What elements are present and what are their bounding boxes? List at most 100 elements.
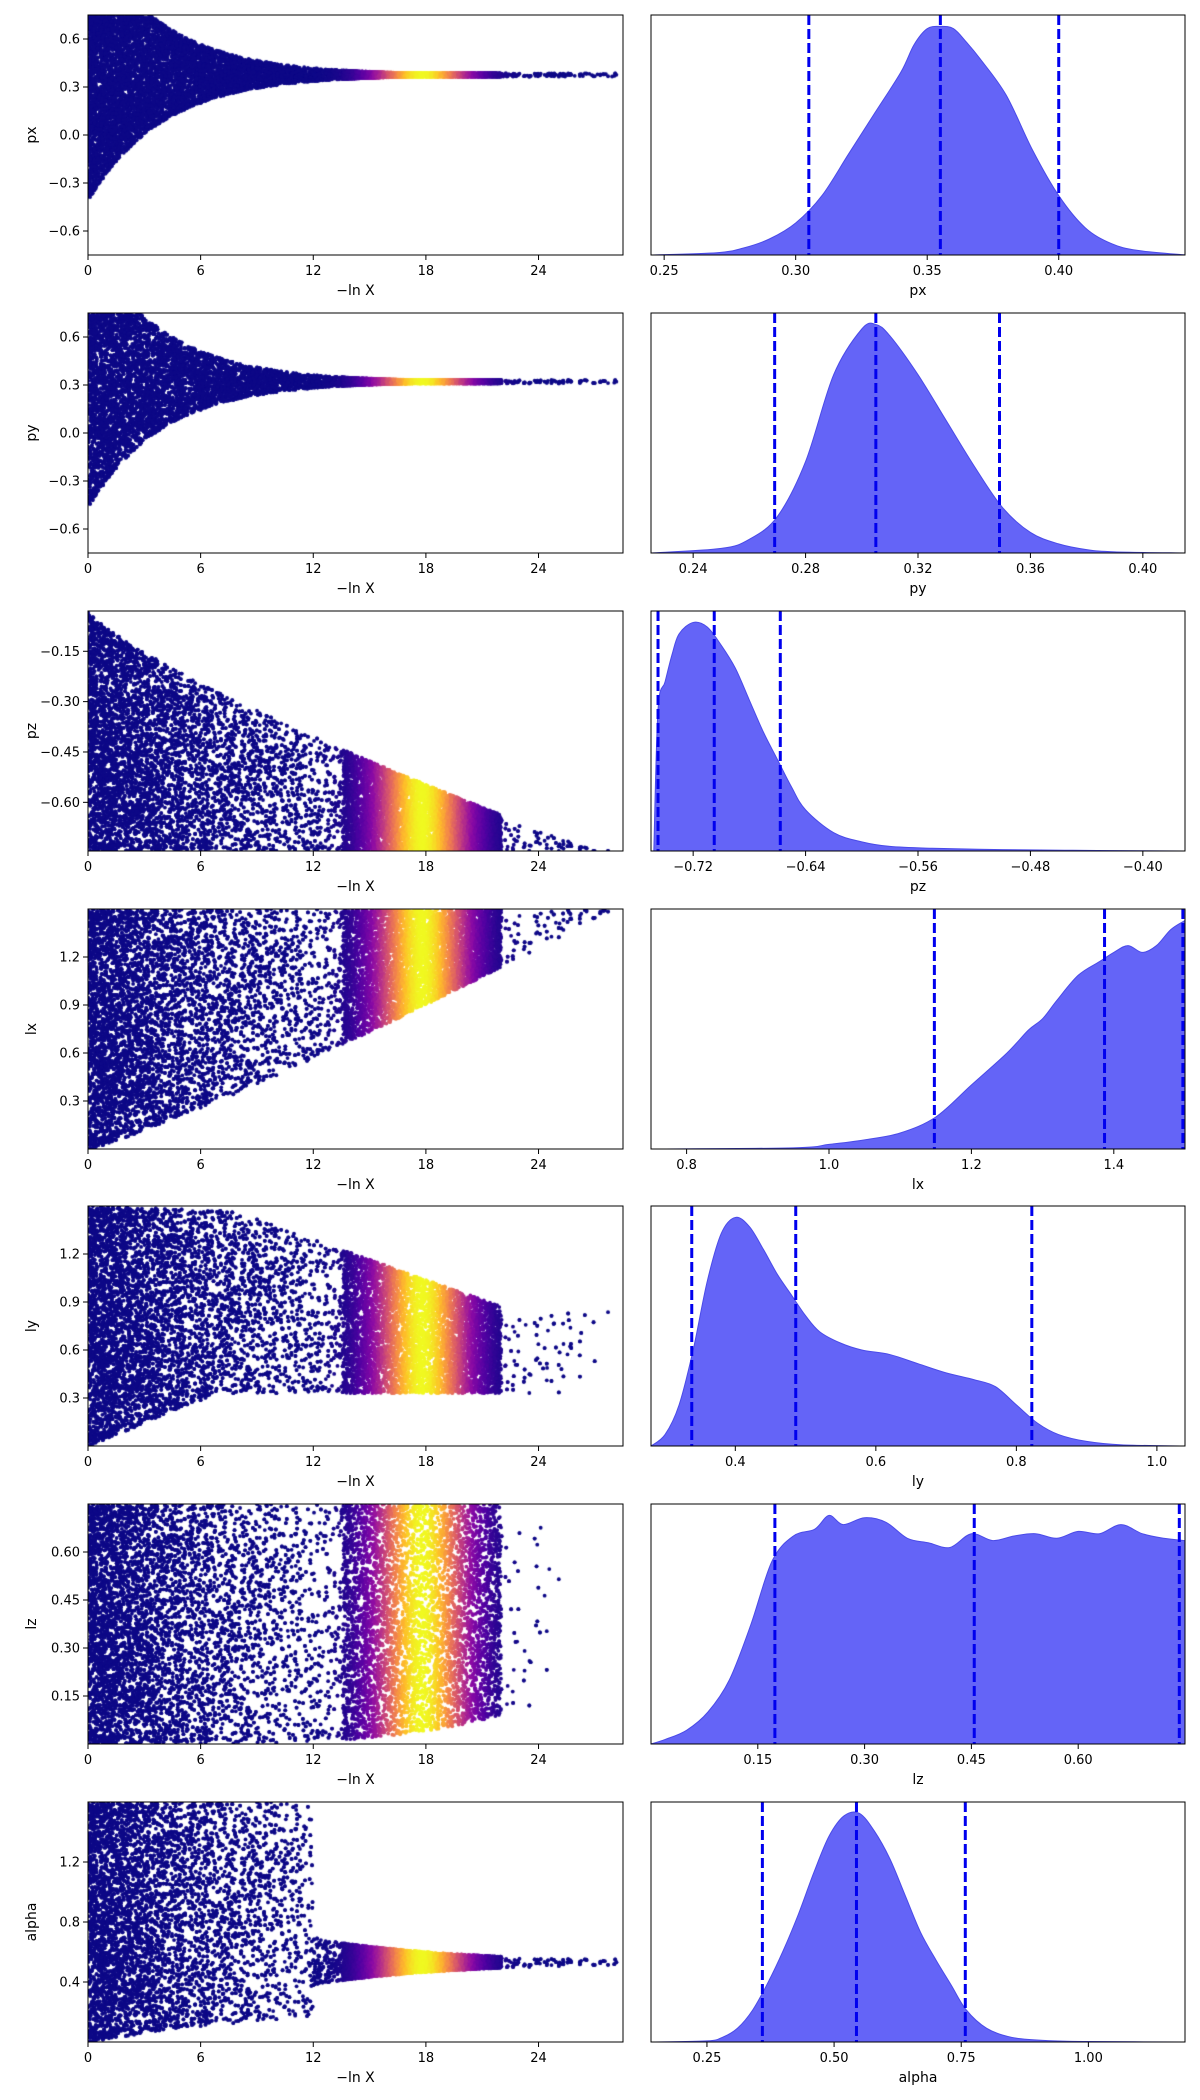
y-tick-label: −0.3 (48, 475, 80, 490)
x-tick-label: 12 (305, 2051, 322, 2066)
x-axis-label: py (909, 581, 926, 597)
y-tick-label: 0.0 (59, 427, 80, 442)
trace-panel-py: 0 6 12 18 24 −0.6 −0.3 0.0 0.3 0.6 −ln X py (24, 312, 624, 597)
x-tick-label: 1.4 (1103, 1158, 1124, 1173)
x-tick-label: 1.2 (961, 1158, 982, 1173)
x-tick-label: 0.40 (1128, 562, 1157, 577)
x-axis-label: −ln X (336, 283, 375, 299)
marginal-panel-pz: −0.72 −0.64 −0.56 −0.48 −0.40 pz (650, 610, 1186, 895)
y-tick-label: −0.3 (48, 177, 80, 192)
x-tick-label: 24 (530, 562, 547, 577)
x-axis-label: lz (912, 1772, 923, 1788)
y-tick-label: −0.45 (40, 745, 80, 760)
x-tick-label: 0.8 (676, 1158, 697, 1173)
trace-frame (87, 908, 624, 1150)
x-tick-label: 0.75 (947, 2051, 976, 2066)
x-tick-label: 0 (84, 1158, 92, 1173)
y-tick-label: 0.6 (59, 1344, 80, 1359)
x-tick-label: 0.32 (904, 562, 933, 577)
y-tick-label: 0.9 (59, 1296, 80, 1311)
x-tick-label: 18 (418, 562, 435, 577)
x-tick-label: 0.28 (791, 562, 820, 577)
x-tick-label: 12 (305, 264, 322, 279)
x-tick-label: 0.15 (743, 1753, 772, 1768)
trace-points-lz (88, 1504, 623, 1744)
trace-points-lx (88, 909, 623, 1149)
y-tick-label: −0.15 (40, 645, 80, 660)
trace-points-py (88, 313, 623, 553)
x-tick-label: 0.30 (850, 1753, 879, 1768)
trace-points-alpha (88, 1802, 623, 2042)
y-tick-label: 0.6 (59, 331, 80, 346)
x-tick-label: 0.24 (679, 562, 708, 577)
x-tick-label: 24 (530, 264, 547, 279)
x-tick-label: 6 (196, 860, 204, 875)
trace-frame (87, 1503, 624, 1745)
x-tick-label: 0 (84, 860, 92, 875)
x-tick-label: 0.35 (913, 264, 942, 279)
x-tick-label: 18 (418, 1753, 435, 1768)
trace-points-pz (88, 611, 623, 851)
marginal-frame (650, 1205, 1186, 1447)
x-axis-label: −ln X (336, 2070, 375, 2086)
marginal-panel-alpha: 0.25 0.50 0.75 1.00 alpha (650, 1801, 1186, 2086)
x-tick-label: 6 (196, 1753, 204, 1768)
x-tick-label: 24 (530, 860, 547, 875)
x-tick-label: 0.30 (781, 264, 810, 279)
x-tick-label: −0.48 (1010, 860, 1050, 875)
y-axis-label: py (24, 424, 40, 441)
x-tick-label: 24 (530, 1753, 547, 1768)
y-tick-label: −0.30 (40, 695, 80, 710)
marginal-frame (650, 14, 1186, 256)
x-tick-label: 0 (84, 2051, 92, 2066)
x-tick-label: −0.64 (786, 860, 826, 875)
x-tick-label: −0.72 (673, 860, 713, 875)
density-area-py (651, 322, 1185, 553)
x-axis-label: alpha (899, 2070, 938, 2086)
y-tick-label: 1.2 (59, 1248, 80, 1263)
trace-frame (87, 1205, 624, 1447)
x-tick-label: 1.00 (1074, 2051, 1103, 2066)
y-tick-label: 0.6 (59, 33, 80, 48)
y-tick-label: 0.15 (51, 1690, 80, 1705)
x-tick-label: 6 (196, 562, 204, 577)
y-axis-label: pz (24, 723, 40, 739)
x-axis-label: −ln X (336, 1177, 375, 1193)
x-tick-label: 6 (196, 1455, 204, 1470)
x-tick-label: 1.0 (819, 1158, 840, 1173)
trace-panel-lz: 0 6 12 18 24 0.15 0.30 0.45 0.60 −ln X lz (24, 1503, 624, 1788)
y-tick-label: 0.45 (51, 1594, 80, 1609)
x-tick-label: 0.25 (692, 2051, 721, 2066)
y-tick-label: 0.6 (59, 1047, 80, 1062)
x-tick-label: 12 (305, 1158, 322, 1173)
density-area-ly (651, 1216, 1185, 1446)
x-tick-label: 0 (84, 264, 92, 279)
x-tick-label: 0 (84, 1455, 92, 1470)
x-tick-label: 0 (84, 562, 92, 577)
x-tick-label: 0.8 (1006, 1455, 1027, 1470)
density-area-lz (651, 1514, 1185, 1744)
x-axis-label: −ln X (336, 1772, 375, 1788)
y-tick-label: 0.30 (51, 1642, 80, 1657)
marginal-panel-px: 0.25 0.30 0.35 0.40 px (650, 14, 1186, 299)
density-area-px (651, 25, 1185, 255)
y-axis-label: px (24, 126, 40, 143)
x-tick-label: 0.50 (820, 2051, 849, 2066)
y-tick-label: 0.3 (59, 81, 80, 96)
x-tick-label: 18 (418, 264, 435, 279)
marginal-panel-lx: 0.8 1.0 1.2 1.4 lx (650, 908, 1186, 1193)
x-tick-label: 0.4 (725, 1455, 746, 1470)
marginal-panel-py: 0.24 0.28 0.32 0.36 0.40 py (650, 312, 1186, 597)
x-axis-label: −ln X (336, 879, 375, 895)
x-tick-label: 0.40 (1044, 264, 1073, 279)
x-tick-label: 12 (305, 860, 322, 875)
y-tick-label: 0.3 (59, 1095, 80, 1110)
y-tick-label: 1.2 (59, 1856, 80, 1871)
x-tick-label: 0.25 (650, 264, 679, 279)
x-axis-label: pz (910, 879, 926, 895)
y-tick-label: 0.3 (59, 1392, 80, 1407)
x-tick-label: 0.36 (1016, 562, 1045, 577)
y-tick-label: −0.60 (40, 796, 80, 811)
y-tick-label: 0.8 (59, 1916, 80, 1931)
